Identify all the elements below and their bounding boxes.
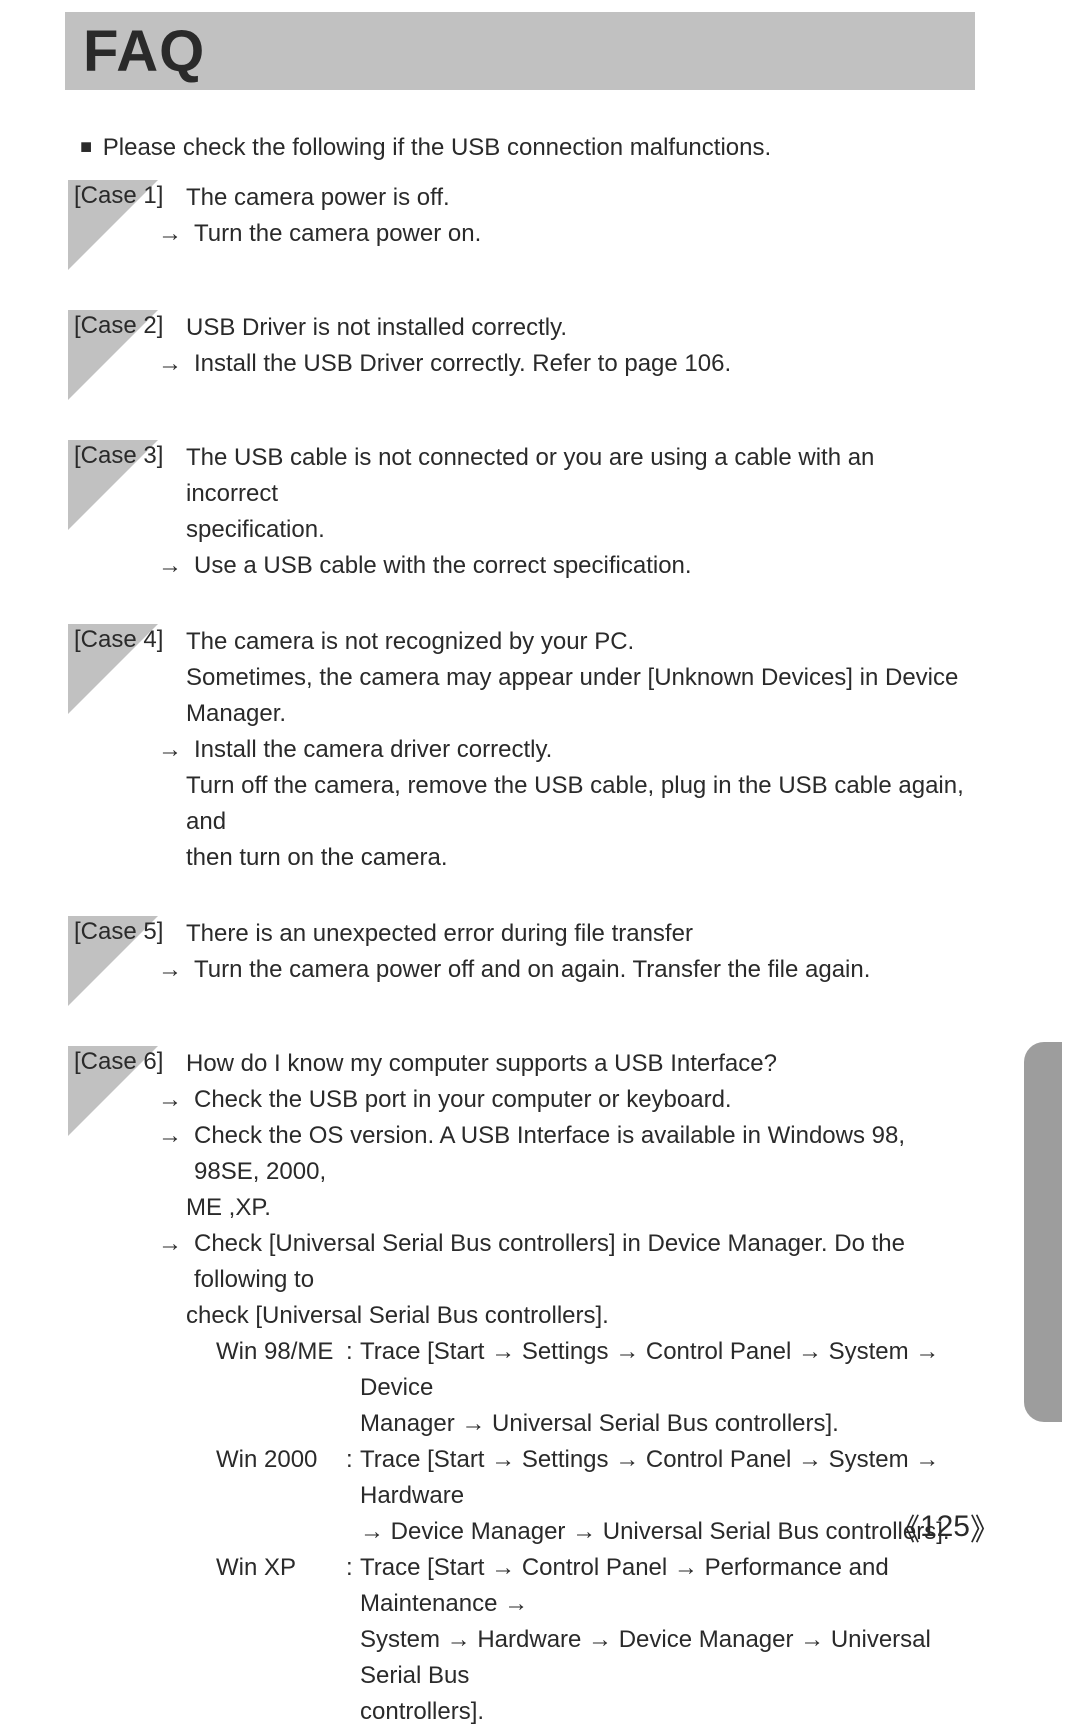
case-body: The USB cable is not connected or you ar… (186, 440, 968, 584)
case-solution-text: Check [Universal Serial Bus controllers]… (194, 1226, 968, 1298)
case-block: [Case 5] There is an unexpected error dur… (68, 916, 968, 1006)
case-block: [Case 4] The camera is not recognized by … (68, 624, 968, 876)
os-name (216, 1694, 346, 1730)
case-solution-text: Check the USB port in your computer or k… (194, 1082, 968, 1118)
os-steps-table: Win 98/ME:Trace [Start → Settings → Cont… (216, 1334, 968, 1730)
cases-container: [Case 1]The camera power is off.→Turn th… (68, 180, 968, 1730)
os-name: Win 98/ME (216, 1334, 346, 1406)
case-body: USB Driver is not installed correctly.→I… (186, 310, 968, 382)
os-colon (346, 1622, 360, 1694)
case-solution-line: →Check the OS version. A USB Interface i… (186, 1118, 968, 1190)
case-solution-line: →Install the camera driver correctly. (186, 732, 968, 768)
intro-text: Please check the following if the USB co… (103, 134, 771, 161)
os-step-row: Win XP:Trace [Start → Control Panel → Pe… (216, 1550, 968, 1622)
os-step-row: → Device Manager → Universal Serial Bus … (216, 1514, 968, 1550)
page-number-value: 125 (920, 1510, 970, 1544)
case-label: [Case 6] (74, 1048, 163, 1076)
os-colon (346, 1514, 360, 1550)
arrow-icon: → (158, 732, 178, 768)
case-solution-line: →Use a USB cable with the correct specif… (186, 548, 968, 584)
case-problem-line: The USB cable is not connected or you ar… (186, 440, 968, 512)
case-block: [Case 1]The camera power is off.→Turn th… (68, 180, 968, 270)
arrow-icon: → (158, 952, 178, 988)
arrow-icon: → (158, 1118, 178, 1190)
os-step-text: Trace [Start → Settings → Control Panel … (360, 1334, 968, 1406)
os-colon: : (346, 1442, 360, 1514)
os-colon: : (346, 1550, 360, 1622)
page-number: 《 125 》 (890, 1505, 1000, 1549)
os-step-row: Win 2000:Trace [Start → Settings → Contr… (216, 1442, 968, 1514)
case-solution-line: →Turn the camera power off and on again.… (186, 952, 968, 988)
os-colon (346, 1694, 360, 1730)
page-bracket-close: 》 (970, 1505, 1000, 1549)
os-step-text: → Device Manager → Universal Serial Bus … (360, 1514, 968, 1550)
os-step-row: System → Hardware → Device Manager → Uni… (216, 1622, 968, 1694)
case-solution-cont: check [Universal Serial Bus controllers]… (186, 1298, 968, 1334)
arrow-icon: → (158, 1226, 178, 1298)
case-block: [Case 6] How do I know my computer suppor… (68, 1046, 968, 1730)
case-solution-text: Turn the camera power off and on again. … (194, 952, 968, 988)
case-problem-line: The camera is not recognized by your PC. (186, 624, 968, 660)
case-solution-text: Install the camera driver correctly. (194, 732, 968, 768)
case-label: [Case 1] (74, 182, 163, 210)
case-solution-line: →Check [Universal Serial Bus controllers… (186, 1226, 968, 1298)
arrow-icon: → (158, 548, 178, 584)
case-solution-cont: Turn off the camera, remove the USB cabl… (186, 768, 968, 840)
case-problem-line: There is an unexpected error during file… (186, 916, 968, 952)
case-body: How do I know my computer supports a USB… (186, 1046, 968, 1730)
os-step-text: System → Hardware → Device Manager → Uni… (360, 1622, 968, 1694)
side-tab (1024, 1042, 1062, 1422)
os-step-text: Manager → Universal Serial Bus controlle… (360, 1406, 968, 1442)
os-colon: : (346, 1334, 360, 1406)
os-step-row: Win 98/ME:Trace [Start → Settings → Cont… (216, 1334, 968, 1406)
case-block: [Case 3] The USB cable is not connected o… (68, 440, 968, 584)
os-step-text: Trace [Start → Settings → Control Panel … (360, 1442, 968, 1514)
case-problem-line: specification. (186, 512, 968, 548)
page-bracket-open: 《 (890, 1505, 920, 1549)
case-body: The camera is not recognized by your PC.… (186, 624, 968, 876)
os-step-text: controllers]. (360, 1694, 968, 1730)
case-label: [Case 5] (74, 918, 163, 946)
case-solution-line: →Turn the camera power on. (186, 216, 968, 252)
case-block: [Case 2] USB Driver is not installed corr… (68, 310, 968, 400)
page-title: FAQ (83, 18, 205, 85)
case-solution-cont: ME ,XP. (186, 1190, 968, 1226)
os-name (216, 1406, 346, 1442)
case-problem-line: USB Driver is not installed correctly. (186, 310, 968, 346)
bullet-icon: ■ (80, 136, 92, 158)
os-name (216, 1622, 346, 1694)
case-problem-line: The camera power is off. (186, 180, 968, 216)
case-problem-line: Sometimes, the camera may appear under [… (186, 660, 968, 696)
case-solution-text: Check the OS version. A USB Interface is… (194, 1118, 968, 1190)
case-label: [Case 2] (74, 312, 163, 340)
case-problem-line: Manager. (186, 696, 968, 732)
os-step-row: Manager → Universal Serial Bus controlle… (216, 1406, 968, 1442)
arrow-icon: → (158, 216, 178, 252)
page-header: FAQ (65, 12, 975, 90)
os-name (216, 1514, 346, 1550)
arrow-icon: → (158, 346, 178, 382)
intro-line: ■ Please check the following if the USB … (80, 134, 771, 162)
case-solution-text: Use a USB cable with the correct specifi… (194, 548, 968, 584)
case-label: [Case 4] (74, 626, 163, 654)
case-body: The camera power is off.→Turn the camera… (186, 180, 968, 252)
case-solution-text: Install the USB Driver correctly. Refer … (194, 346, 968, 382)
arrow-icon: → (158, 1082, 178, 1118)
os-step-text: Trace [Start → Control Panel → Performan… (360, 1550, 968, 1622)
case-body: There is an unexpected error during file… (186, 916, 968, 988)
case-solution-cont: then turn on the camera. (186, 840, 968, 876)
case-problem-line: How do I know my computer supports a USB… (186, 1046, 968, 1082)
case-solution-line: →Install the USB Driver correctly. Refer… (186, 346, 968, 382)
case-solution-text: Turn the camera power on. (194, 216, 968, 252)
os-step-row: controllers]. (216, 1694, 968, 1730)
os-name: Win XP (216, 1550, 346, 1622)
os-colon (346, 1406, 360, 1442)
case-label: [Case 3] (74, 442, 163, 470)
case-solution-line: →Check the USB port in your computer or … (186, 1082, 968, 1118)
os-name: Win 2000 (216, 1442, 346, 1514)
